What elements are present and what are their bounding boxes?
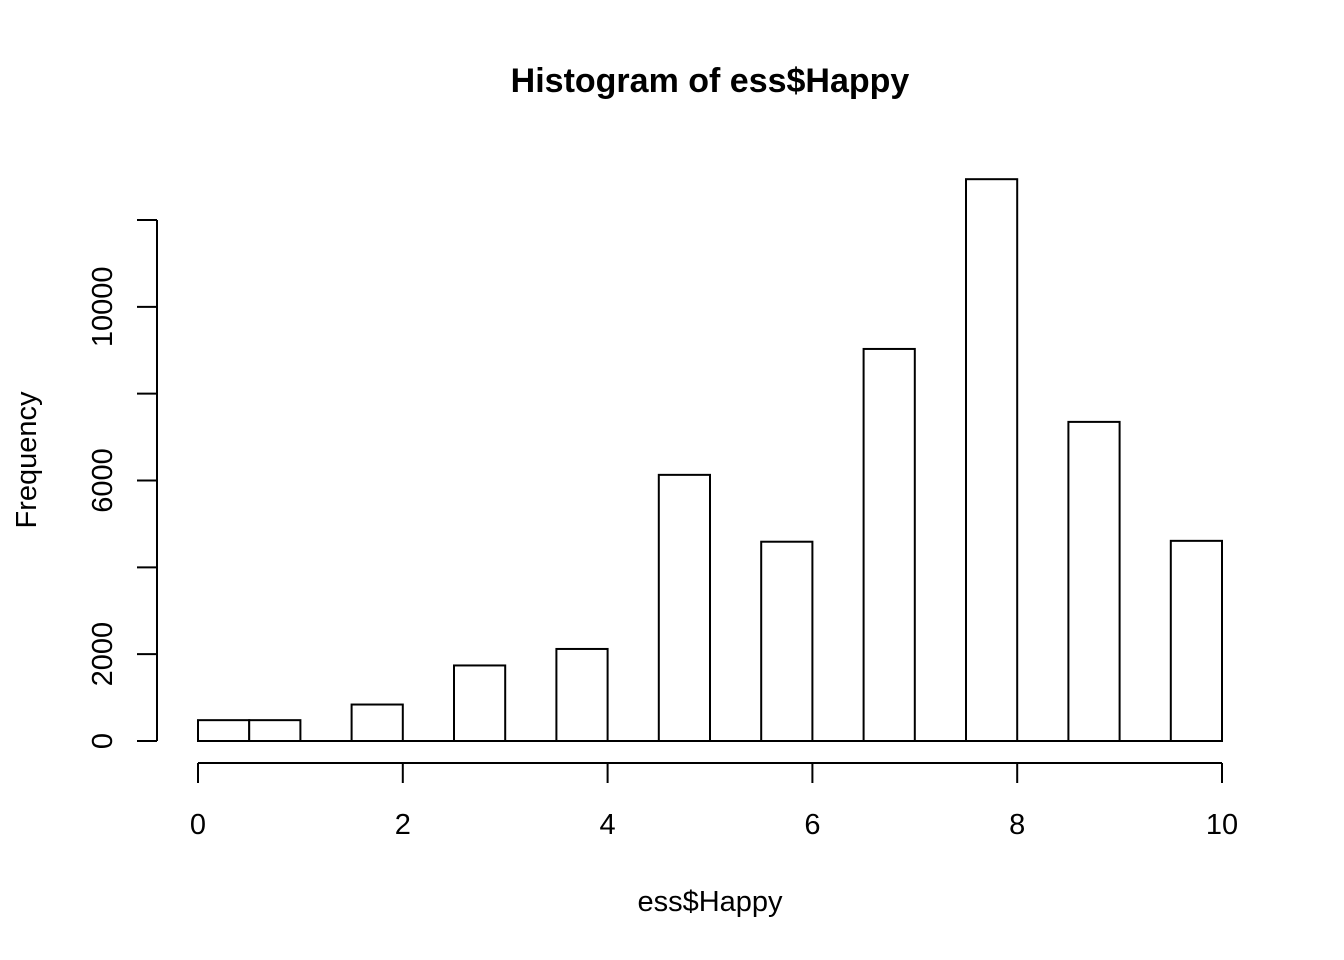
- x-tick-label-6: 6: [804, 809, 820, 841]
- y-axis: 0 2000 6000 10000: [87, 219, 158, 749]
- histogram-bar-10: [1169, 539, 1224, 743]
- x-tick-label-4: 4: [600, 809, 616, 841]
- x-tick-label-8: 8: [1009, 809, 1025, 841]
- histogram-bar-9: [1067, 420, 1121, 742]
- histogram-bar-6: [760, 540, 814, 743]
- y-tick-label-0: 0: [87, 733, 119, 749]
- chart-title: Histogram of ess$Happy: [511, 62, 910, 100]
- x-tick-label-10: 10: [1206, 809, 1238, 841]
- bars-group: [197, 178, 1224, 743]
- histogram-bar-1: [248, 719, 302, 742]
- x-tick-label-0: 0: [190, 809, 206, 841]
- y-tick-label-10000: 10000: [87, 267, 119, 348]
- histogram-bar-0: [197, 719, 251, 742]
- histogram-bar-5: [657, 473, 711, 742]
- histogram-bar-7: [862, 347, 916, 742]
- histogram-bar-8: [965, 178, 1019, 742]
- y-tick-label-2000: 2000: [87, 622, 119, 687]
- y-tick-label-6000: 6000: [87, 448, 119, 513]
- x-axis-label: ess$Happy: [637, 886, 783, 918]
- x-tick-label-2: 2: [395, 809, 411, 841]
- histogram-bar-4: [555, 647, 609, 742]
- x-axis: 0 2 4 6 8 10: [190, 762, 1238, 841]
- y-axis-label: Frequency: [11, 391, 43, 529]
- histogram-bar-3: [453, 664, 507, 743]
- histogram-bar-2: [350, 703, 404, 743]
